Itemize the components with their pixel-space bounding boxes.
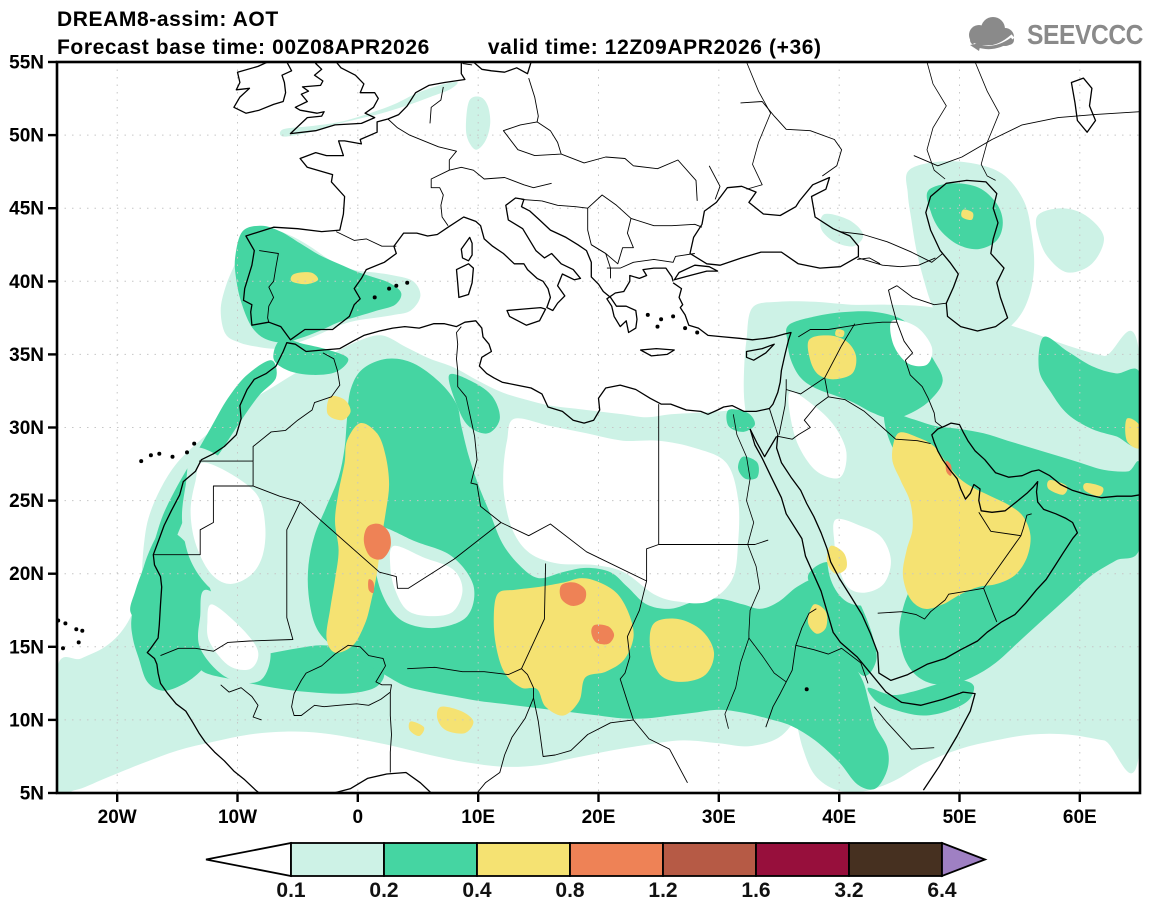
axis-labels: 55N 50N 45N 40N 35N 30N 25N 20N 15N 10N 5N 20W 10W 0 1… <box>9 53 1097 829</box>
seevccc-logo: SEEVCCC <box>957 12 1159 58</box>
colorbar-box <box>383 842 478 877</box>
logo-text: SEEVCCC <box>1027 19 1144 50</box>
map-subtitle: Forecast base time: 00Z08APR2026 valid ti… <box>57 34 822 62</box>
lon-tick-label: 50E <box>943 807 977 828</box>
contour-field <box>57 82 1140 793</box>
lon-tick-label: 30E <box>702 807 736 828</box>
colorbar-over-arrow <box>941 841 988 878</box>
lon-tick-label: 20W <box>98 807 137 828</box>
lat-tick-label: 30N <box>9 418 44 439</box>
forecast-base-time: Forecast base time: 00Z08APR2026 <box>57 36 430 59</box>
colorbar-box <box>476 842 571 877</box>
valid-time: valid time: 12Z09APR2026 (+36) <box>487 36 822 59</box>
rivers <box>724 62 1000 729</box>
lon-tick-label: 20E <box>582 807 616 828</box>
colorbar-under-arrow <box>205 841 292 878</box>
lat-tick-label: 15N <box>9 637 44 658</box>
lon-tick-label: 10W <box>218 807 257 828</box>
political-boundaries <box>153 63 1140 793</box>
axis-ticks <box>48 60 1082 802</box>
lat-tick-label: 45N <box>9 199 44 220</box>
colorbar-box <box>755 842 850 877</box>
graticule <box>57 62 1140 793</box>
lon-tick-label: 0 <box>353 807 364 828</box>
lat-tick-label: 50N <box>9 126 44 147</box>
colorbar-box <box>290 842 385 877</box>
lat-tick-label: 55N <box>9 53 44 74</box>
lon-tick-label: 40E <box>822 807 856 828</box>
islands <box>57 280 809 692</box>
colorbar-labels: 0.1 0.2 0.4 0.8 1.2 1.6 3.2 6.4 <box>276 879 957 902</box>
colorbar-box <box>662 842 757 877</box>
lat-tick-label: 5N <box>20 784 44 805</box>
map-title: DREAM8-assim: AOT <box>57 8 279 31</box>
coastlines <box>146 62 1140 793</box>
colorbar-label: 3.2 <box>834 879 863 902</box>
lat-tick-label: 40N <box>9 272 44 293</box>
lat-tick-label: 10N <box>9 710 44 731</box>
colorbar-box <box>848 842 943 877</box>
lon-tick-label: 10E <box>461 807 495 828</box>
map-titles: DREAM8-assim: AOT Forecast base time: 00… <box>57 6 822 62</box>
colorbar-label: 1.2 <box>648 879 677 902</box>
colorbar-box <box>569 842 664 877</box>
cloud-logo-icon <box>969 17 1015 51</box>
lat-tick-label: 25N <box>9 491 44 512</box>
colorbar-label: 0.1 <box>276 879 306 902</box>
lat-tick-label: 35N <box>9 345 44 366</box>
lon-tick-label: 60E <box>1063 807 1097 828</box>
colorbar-label: 0.8 <box>555 879 585 902</box>
colorbar-label: 0.2 <box>369 879 398 902</box>
colorbar-label: 6.4 <box>927 879 957 902</box>
colorbar-label: 1.6 <box>741 879 770 902</box>
colorbar-label: 0.4 <box>462 879 492 902</box>
lat-tick-label: 20N <box>9 564 44 585</box>
colorbar <box>205 841 988 878</box>
